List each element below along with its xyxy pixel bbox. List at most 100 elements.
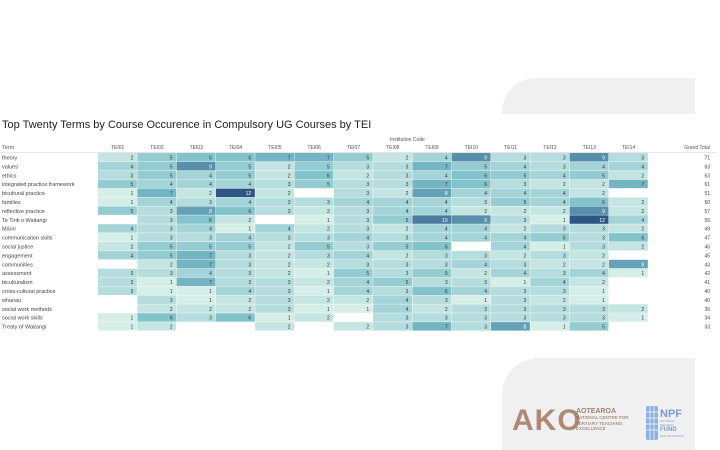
cell-value: 1 [327, 307, 330, 313]
ako-tagline: AOTEAROA NATIONAL CENTRE FOR TERTIARY TE… [576, 408, 634, 432]
heatmap-cell [294, 259, 334, 269]
cell-value: 2 [327, 280, 330, 286]
heatmap-cell [176, 295, 216, 304]
cell-value: 2 [524, 209, 527, 215]
heatmap-cell [333, 295, 373, 304]
cell-value: 3 [170, 236, 173, 242]
heatmap-cell [608, 170, 648, 180]
heatmap-chart: Term TEI01 TEI02 TEI03 TEI04 TEI05 TEI06 TEI07 T… [0, 145, 716, 331]
cell-value: 2 [170, 307, 173, 313]
heatmap-cell [373, 313, 412, 322]
cell-value: 3 [602, 307, 605, 313]
heatmap-cell [412, 224, 452, 233]
cell-value: 2 [641, 173, 644, 179]
cell-value: 6 [641, 236, 644, 242]
heatmap-cell [530, 322, 570, 331]
row-total: 46 [704, 245, 710, 251]
heatmap-cell [255, 286, 295, 295]
heatmap-cell [294, 277, 334, 287]
heatmap-cell [608, 242, 648, 251]
npf-grid-icon [646, 406, 658, 440]
cell-value: 1 [209, 298, 212, 304]
heatmap-cell [255, 313, 295, 322]
cell-value: 3 [288, 200, 291, 206]
cell-value: 4 [484, 191, 487, 197]
heatmap-cell [569, 153, 609, 162]
heatmap-cell [255, 206, 295, 215]
heatmap-cell [176, 242, 216, 251]
heatmap-cell [451, 259, 491, 269]
heatmap-cell [373, 268, 412, 278]
heatmap-cell [137, 242, 177, 251]
cell-value: 1 [131, 200, 134, 206]
cell-value: 8 [445, 191, 448, 197]
cell-value: 3 [563, 164, 566, 170]
cell-value: 4 [366, 280, 369, 286]
cell-value: 3 [288, 182, 291, 188]
cell-value: 5 [406, 218, 409, 224]
heatmap-cell [451, 268, 491, 278]
heatmap-cell [530, 250, 570, 260]
row-total: 42 [704, 271, 710, 277]
heatmap-cell [98, 170, 137, 180]
heatmap-cell [451, 197, 491, 206]
cell-value: 3 [366, 262, 369, 268]
cell-value: 4 [445, 200, 448, 206]
cell-value: 5 [327, 164, 330, 170]
heatmap-cell [333, 206, 373, 215]
row-total: 55 [704, 218, 710, 224]
cell-value: 2 [170, 262, 173, 268]
cell-value: 3 [288, 307, 291, 313]
heatmap-cell [608, 197, 648, 206]
cell-value: 4 [131, 253, 134, 259]
heatmap-cell [491, 304, 530, 313]
heatmap-cell [215, 242, 255, 251]
heatmap-cell [255, 170, 295, 180]
row-total: 45 [704, 253, 710, 259]
cell-value: 2 [602, 191, 605, 197]
heatmap-cell [255, 277, 295, 287]
heatmap-cell [608, 268, 648, 278]
cell-value: 12 [599, 218, 605, 224]
heatmap-cell [98, 268, 137, 278]
heatmap-cell [569, 304, 609, 313]
heatmap-cell [373, 304, 412, 313]
cell-value: 2 [248, 307, 251, 313]
row-label: cross-cultural practice [2, 289, 56, 295]
row-label: communication skills [2, 236, 53, 242]
column-header: TEI04 [229, 145, 243, 151]
heatmap-cell [294, 215, 334, 224]
heatmap-cell [137, 233, 177, 242]
cell-value: 4 [563, 280, 566, 286]
cell-value: 4 [170, 200, 173, 206]
cell-value: 2 [641, 307, 644, 313]
cell-value: 3 [484, 280, 487, 286]
row-label: families [2, 200, 21, 206]
cell-value: 4 [445, 209, 448, 215]
heatmap-cell [333, 224, 373, 233]
cell-value: 2 [327, 316, 330, 322]
heatmap-cell [373, 277, 412, 287]
column-header: TEI01 [111, 145, 125, 151]
heatmap-cell [294, 286, 334, 295]
cell-value: 1 [563, 218, 566, 224]
heatmap-cell [569, 259, 609, 269]
heatmap-cell [608, 206, 648, 215]
cell-value: 2 [641, 227, 644, 233]
cell-value: 5 [248, 173, 251, 179]
cell-value: 6 [445, 245, 448, 251]
row-label: integrated practice framework [2, 182, 75, 188]
heatmap-cell [412, 295, 452, 304]
heatmap-cell [137, 215, 177, 224]
row-total: 49 [704, 227, 710, 233]
heatmap-cell [491, 268, 530, 278]
heatmap-cell [215, 233, 255, 242]
cell-value: 3 [406, 271, 409, 277]
row-header-label: Term [2, 145, 15, 151]
cell-value: 3 [406, 325, 409, 331]
cell-value: 1 [327, 271, 330, 277]
heatmap-cell [373, 224, 412, 233]
cell-value: 3 [524, 156, 527, 162]
column-group-label: Institution Code [390, 137, 425, 143]
heatmap-cell [491, 170, 530, 180]
